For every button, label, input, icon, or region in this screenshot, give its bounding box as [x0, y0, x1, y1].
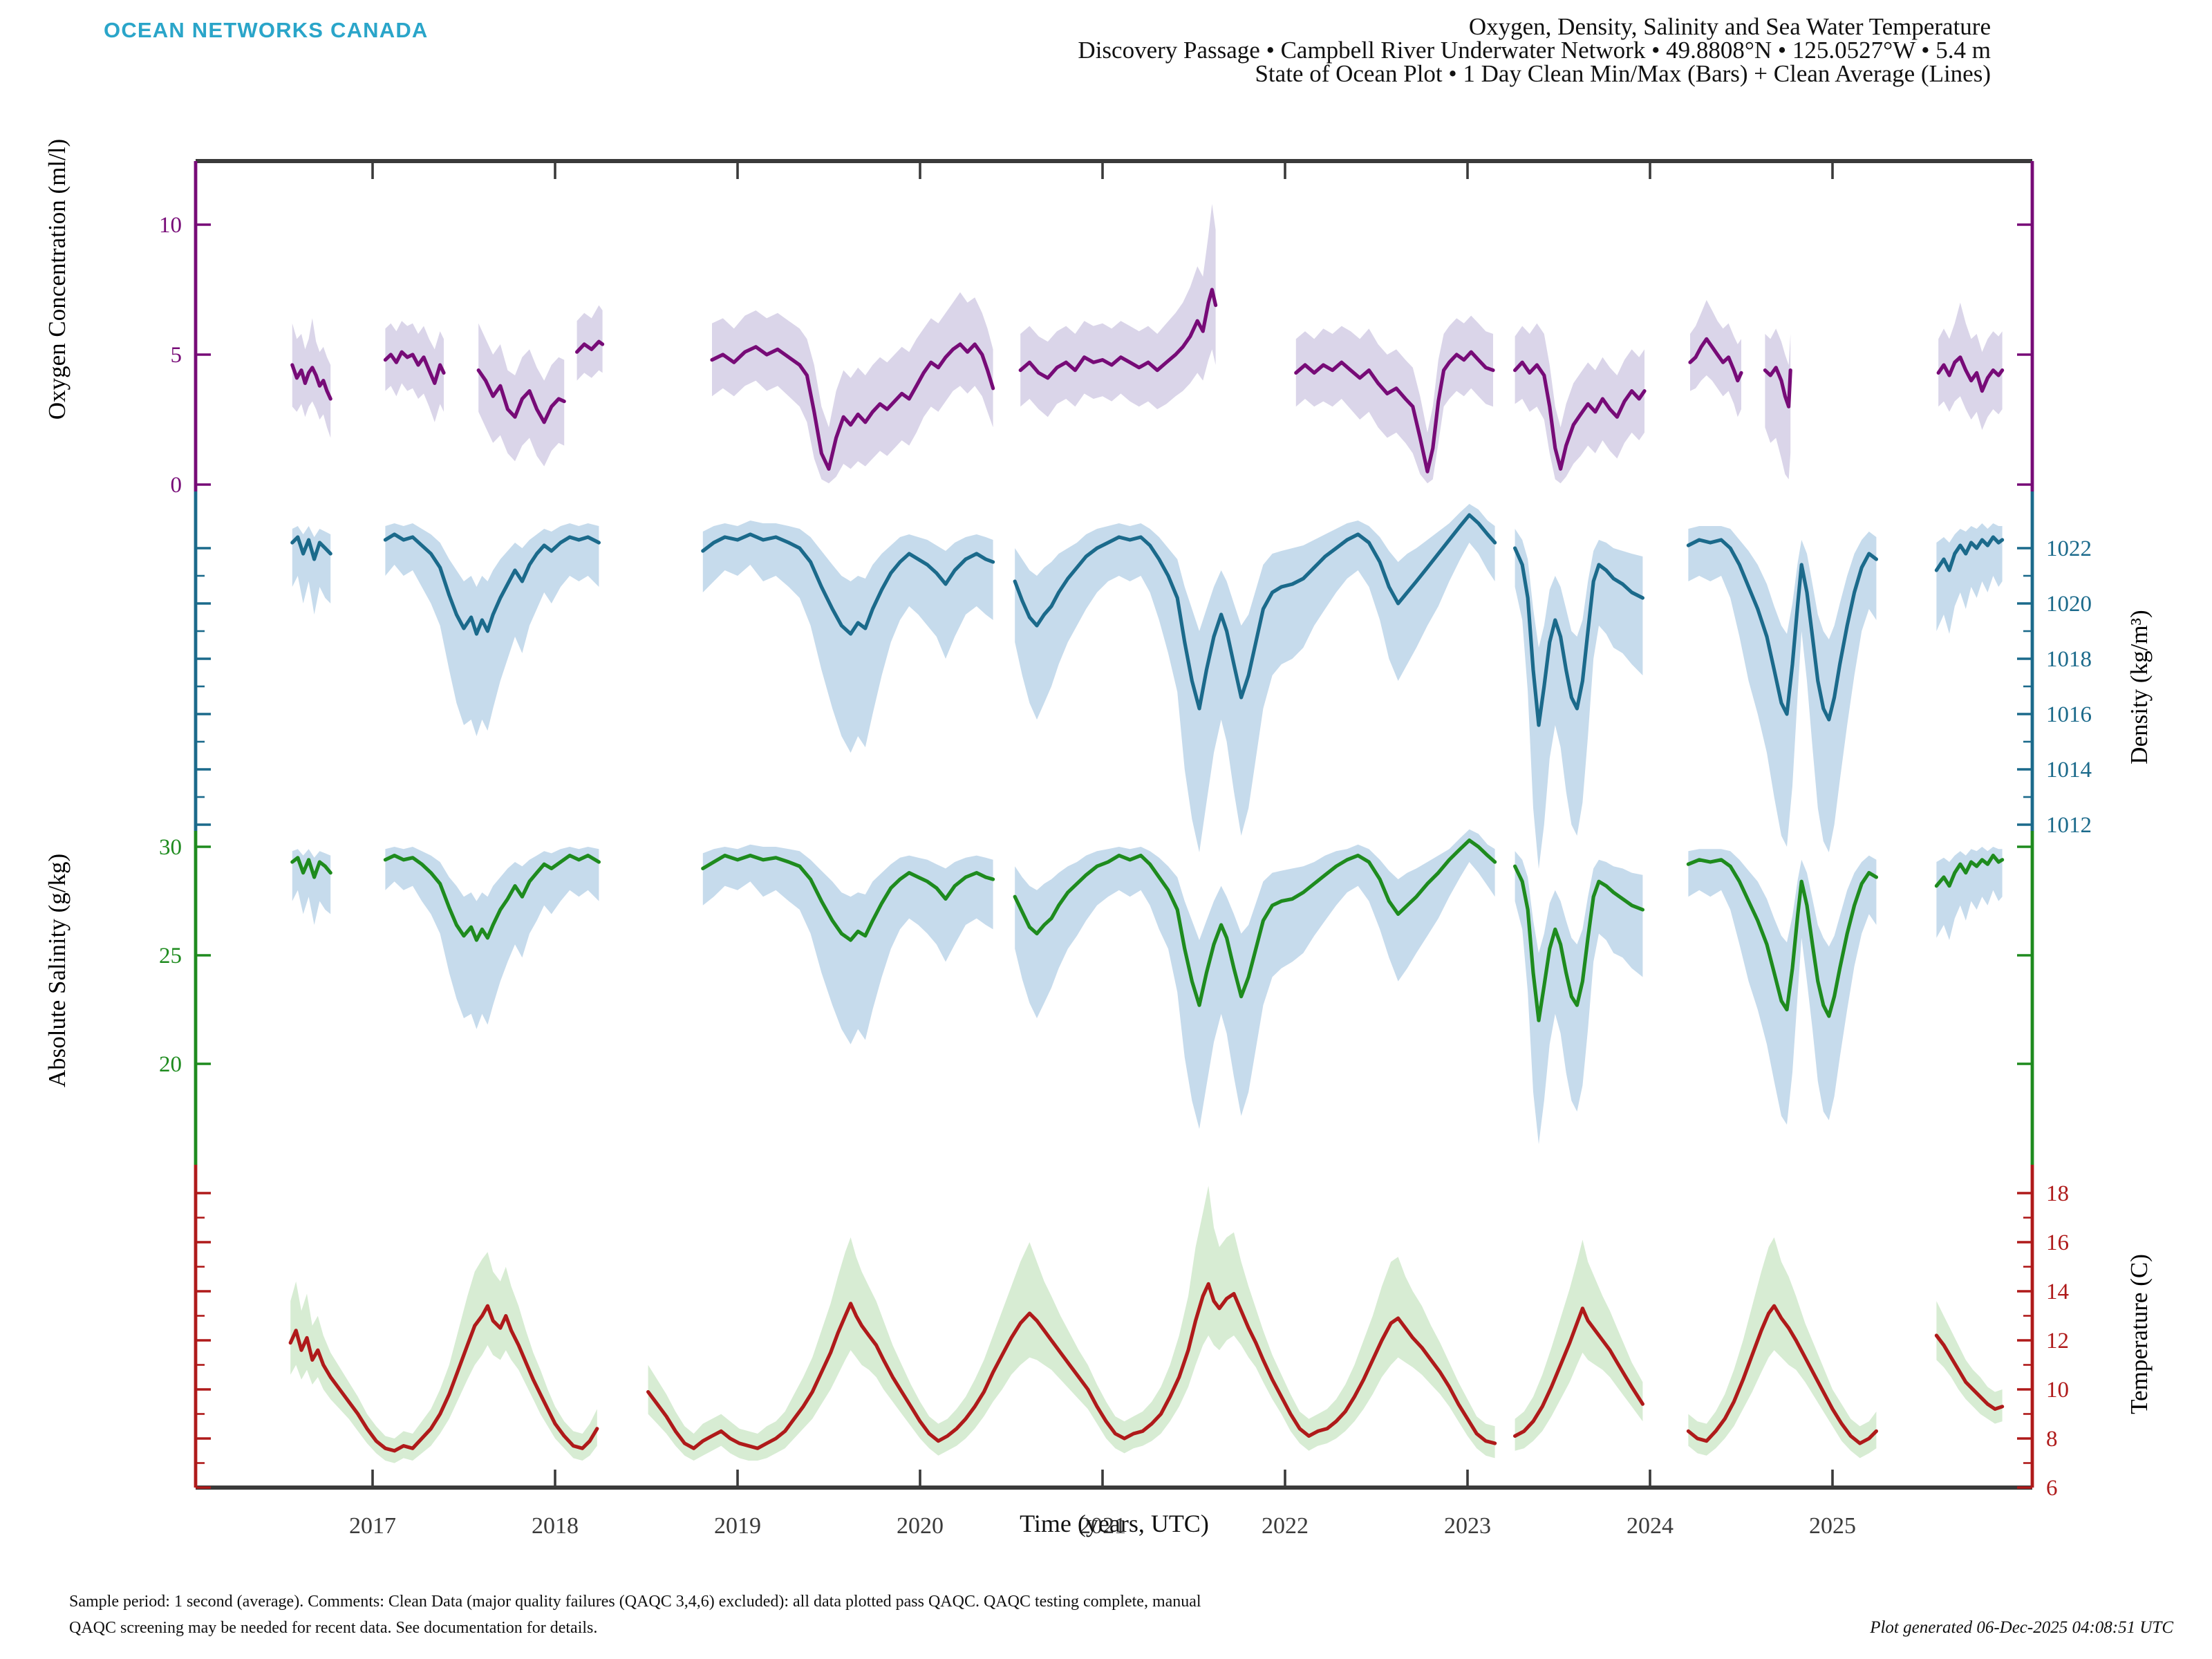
temperature-tick-label: 10 [2046, 1378, 2069, 1403]
oxygen-minmax-band [292, 204, 2003, 484]
salinity-minmax-band [292, 829, 2003, 1145]
density-tick-label: 1018 [2046, 647, 2092, 672]
density-minmax-band [292, 504, 2003, 869]
temperature-ticks: 6 8 10 12 14 16 18 [196, 1181, 2069, 1501]
x-tick-label: 2017 [349, 1513, 396, 1539]
temperature-average-line [288, 1282, 2005, 1453]
density-ticks: 1012 1014 1016 1018 1020 1022 [196, 536, 2092, 838]
salinity-ticks: 20 25 30 [159, 835, 2032, 1077]
title-line-3: State of Ocean Plot • 1 Day Clean Min/Ma… [1255, 60, 1991, 87]
density-average-line [290, 513, 2005, 727]
temperature-tick-label: 6 [2046, 1476, 2058, 1501]
x-tick-label: 2021 [1079, 1513, 1126, 1539]
ocean-networks-canada-logo: OCEAN NETWORKS CANADA [104, 18, 429, 42]
x-ticks: 2017 2018 2019 2020 2021 2022 2023 2024 2025 [349, 161, 1856, 1539]
salinity-tick-label: 25 [159, 944, 182, 968]
plot-generated-timestamp: Plot generated 06-Dec-2025 04:08:51 UTC [1869, 1618, 2173, 1637]
x-tick-label: 2019 [714, 1513, 761, 1539]
density-axis-title: Density (kg/m³) [2126, 610, 2153, 764]
oxygen-tick-label: 5 [171, 343, 182, 368]
ticks-layer: 0510101210141016101810201022202530681012… [159, 161, 2092, 1539]
temperature-tick-label: 8 [2046, 1427, 2058, 1452]
x-tick-label: 2018 [532, 1513, 579, 1539]
footnote-line-2: QAQC screening may be needed for recent … [69, 1619, 597, 1637]
density-tick-label: 1022 [2046, 536, 2092, 561]
temperature-tick-label: 18 [2046, 1181, 2069, 1206]
oxygen-axis-title: Oxygen Concentration (ml/l) [44, 139, 71, 420]
x-tick-label: 2024 [1627, 1513, 1674, 1539]
temperature-axis-title: Temperature (C) [2126, 1254, 2153, 1414]
salinity-tick-label: 30 [159, 835, 182, 860]
salinity-axis-title: Absolute Salinity (g/kg) [44, 854, 71, 1087]
minmax-bands-layer [290, 204, 2003, 1463]
footnote-line-1: Sample period: 1 second (average). Comme… [69, 1593, 1201, 1611]
temperature-tick-label: 16 [2046, 1230, 2069, 1255]
title-line-1: Oxygen, Density, Salinity and Sea Water … [1469, 13, 1991, 40]
density-tick-label: 1016 [2046, 702, 2092, 727]
oxygen-tick-label: 10 [159, 213, 182, 238]
x-tick-label: 2025 [1809, 1513, 1856, 1539]
oxygen-average-line [290, 288, 2005, 474]
x-tick-label: 2020 [897, 1513, 944, 1539]
oxygen-tick-label: 0 [171, 473, 182, 498]
title-line-2: Discovery Passage • Campbell River Under… [1078, 37, 1991, 64]
temperature-tick-label: 12 [2046, 1329, 2069, 1353]
x-tick-label: 2023 [1444, 1513, 1491, 1539]
salinity-tick-label: 20 [159, 1052, 182, 1077]
temperature-minmax-band [290, 1185, 2003, 1463]
oxygen-ticks: 0 5 10 [159, 213, 2032, 498]
density-tick-label: 1012 [2046, 813, 2092, 838]
temperature-tick-label: 14 [2046, 1280, 2069, 1304]
density-tick-label: 1014 [2046, 758, 2092, 782]
x-axis-title: Time (years, UTC) [1020, 1510, 1209, 1537]
average-lines-layer [288, 288, 2005, 1453]
density-tick-label: 1020 [2046, 592, 2092, 617]
x-tick-label: 2022 [1262, 1513, 1309, 1539]
salinity-average-line [290, 838, 2005, 1022]
